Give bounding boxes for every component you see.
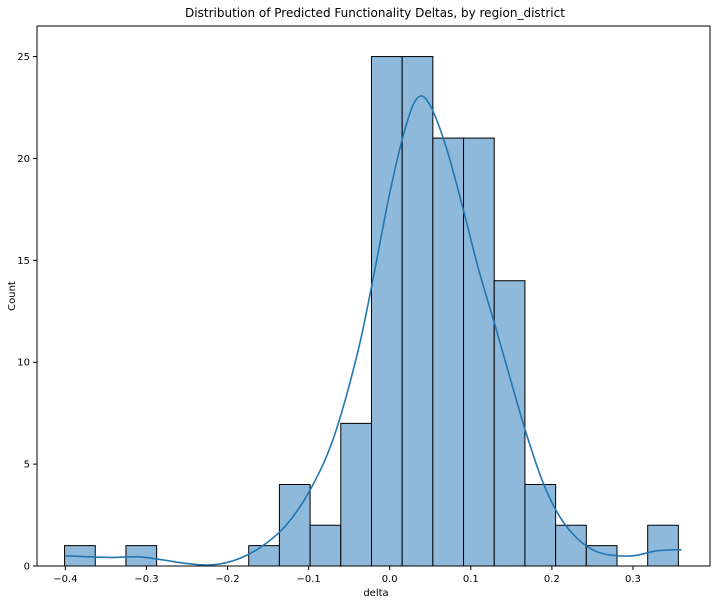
- x-tick-label: −0.4: [53, 574, 77, 585]
- plot-frame: [36, 25, 711, 567]
- x-tick-label: −0.2: [215, 574, 239, 585]
- y-tick-label: 20: [17, 154, 30, 165]
- x-tick-label: −0.3: [134, 574, 158, 585]
- x-axis-label: delta: [363, 588, 388, 599]
- y-tick-label: 0: [24, 562, 30, 573]
- x-tick-label: 0.2: [544, 574, 560, 585]
- y-axis-ticks: 0 5 10 15 20 25: [17, 52, 37, 573]
- x-tick-label: −0.1: [296, 574, 320, 585]
- histogram-bar: [463, 137, 495, 567]
- x-tick-label: 0.3: [625, 574, 641, 585]
- y-axis-label: Count: [7, 281, 18, 311]
- histogram-bar: [125, 545, 158, 567]
- chart-title: Distribution of Predicted Functionality …: [185, 6, 565, 20]
- histogram-bar: [309, 524, 342, 567]
- histogram-bar: [370, 56, 403, 567]
- y-tick-label: 5: [24, 460, 30, 471]
- kde-curve: [65, 95, 682, 566]
- histogram-bars: [64, 56, 679, 567]
- histogram-bar: [340, 422, 372, 567]
- histogram-bar: [248, 545, 280, 567]
- histogram-bar: [432, 137, 465, 567]
- y-tick-label: 25: [17, 52, 30, 63]
- x-tick-label: 0.0: [382, 574, 398, 585]
- x-tick-label: 0.1: [463, 574, 479, 585]
- histogram-bar: [401, 56, 434, 567]
- y-tick-label: 10: [17, 358, 30, 369]
- histogram-bar: [647, 524, 679, 567]
- histogram-bar: [493, 280, 526, 567]
- x-axis-ticks: −0.4 −0.3 −0.2 −0.1 0.0 0.1 0.2 0.3: [53, 566, 641, 585]
- y-tick-label: 15: [17, 256, 30, 267]
- histogram-bar: [524, 483, 557, 567]
